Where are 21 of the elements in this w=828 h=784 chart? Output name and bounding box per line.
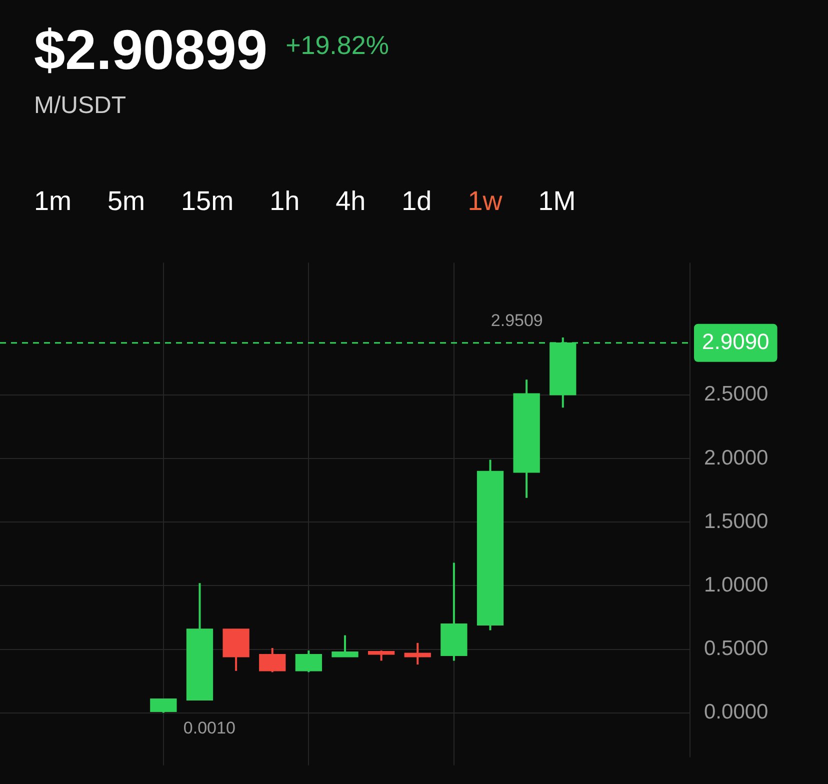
ref-line-label: 2.9090 [702, 328, 770, 354]
text: 1h [270, 186, 300, 217]
text: 1w [468, 186, 502, 217]
chart-title: $2.90899 [34, 16, 268, 82]
text: 1m [34, 186, 72, 217]
candlestick [368, 650, 395, 662]
y-tick-label: 0.5000 [704, 637, 768, 660]
text: 4h [336, 186, 366, 217]
text: 15m [181, 186, 234, 217]
y-tick-label: 2.0000 [704, 446, 768, 470]
y-tick-label: 0.0000 [704, 700, 768, 724]
text: +19.82% [286, 30, 389, 60]
annotation: 0.0010 [183, 718, 236, 738]
text: 1M [538, 186, 576, 217]
text: 1d [402, 186, 432, 217]
y-tick-label: 2.5000 [704, 382, 768, 406]
text: 5m [108, 186, 146, 217]
y-tick-label: 1.5000 [704, 510, 768, 533]
y-tick-label: 1.0000 [704, 573, 768, 596]
annotation: 2.9509 [490, 311, 543, 330]
chart-subtitle: M/USDT [34, 92, 126, 120]
